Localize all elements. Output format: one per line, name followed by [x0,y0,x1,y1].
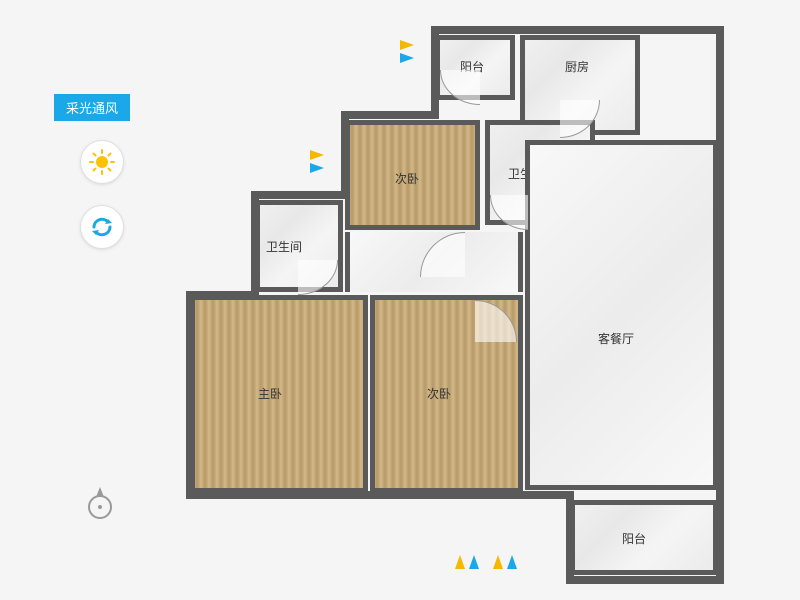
label-bedroom-secondary-1: 次卧 [395,170,419,187]
label-bedroom-secondary-2: 次卧 [427,385,451,402]
window-mark [188,310,192,340]
label-kitchen: 厨房 [565,58,589,75]
room-living-dining [525,140,718,490]
label-living-dining: 客餐厅 [598,330,634,347]
window-mark [344,130,348,158]
airflow-arrows [455,555,479,569]
airflow-arrows [493,555,517,569]
label-balcony-bottom: 阳台 [622,530,646,547]
airflow-arrows [310,150,324,173]
window-mark [254,205,258,233]
label-bathroom-2: 卫生间 [266,238,302,255]
label-master-bedroom: 主卧 [258,385,282,402]
airflow-arrows [400,40,414,63]
